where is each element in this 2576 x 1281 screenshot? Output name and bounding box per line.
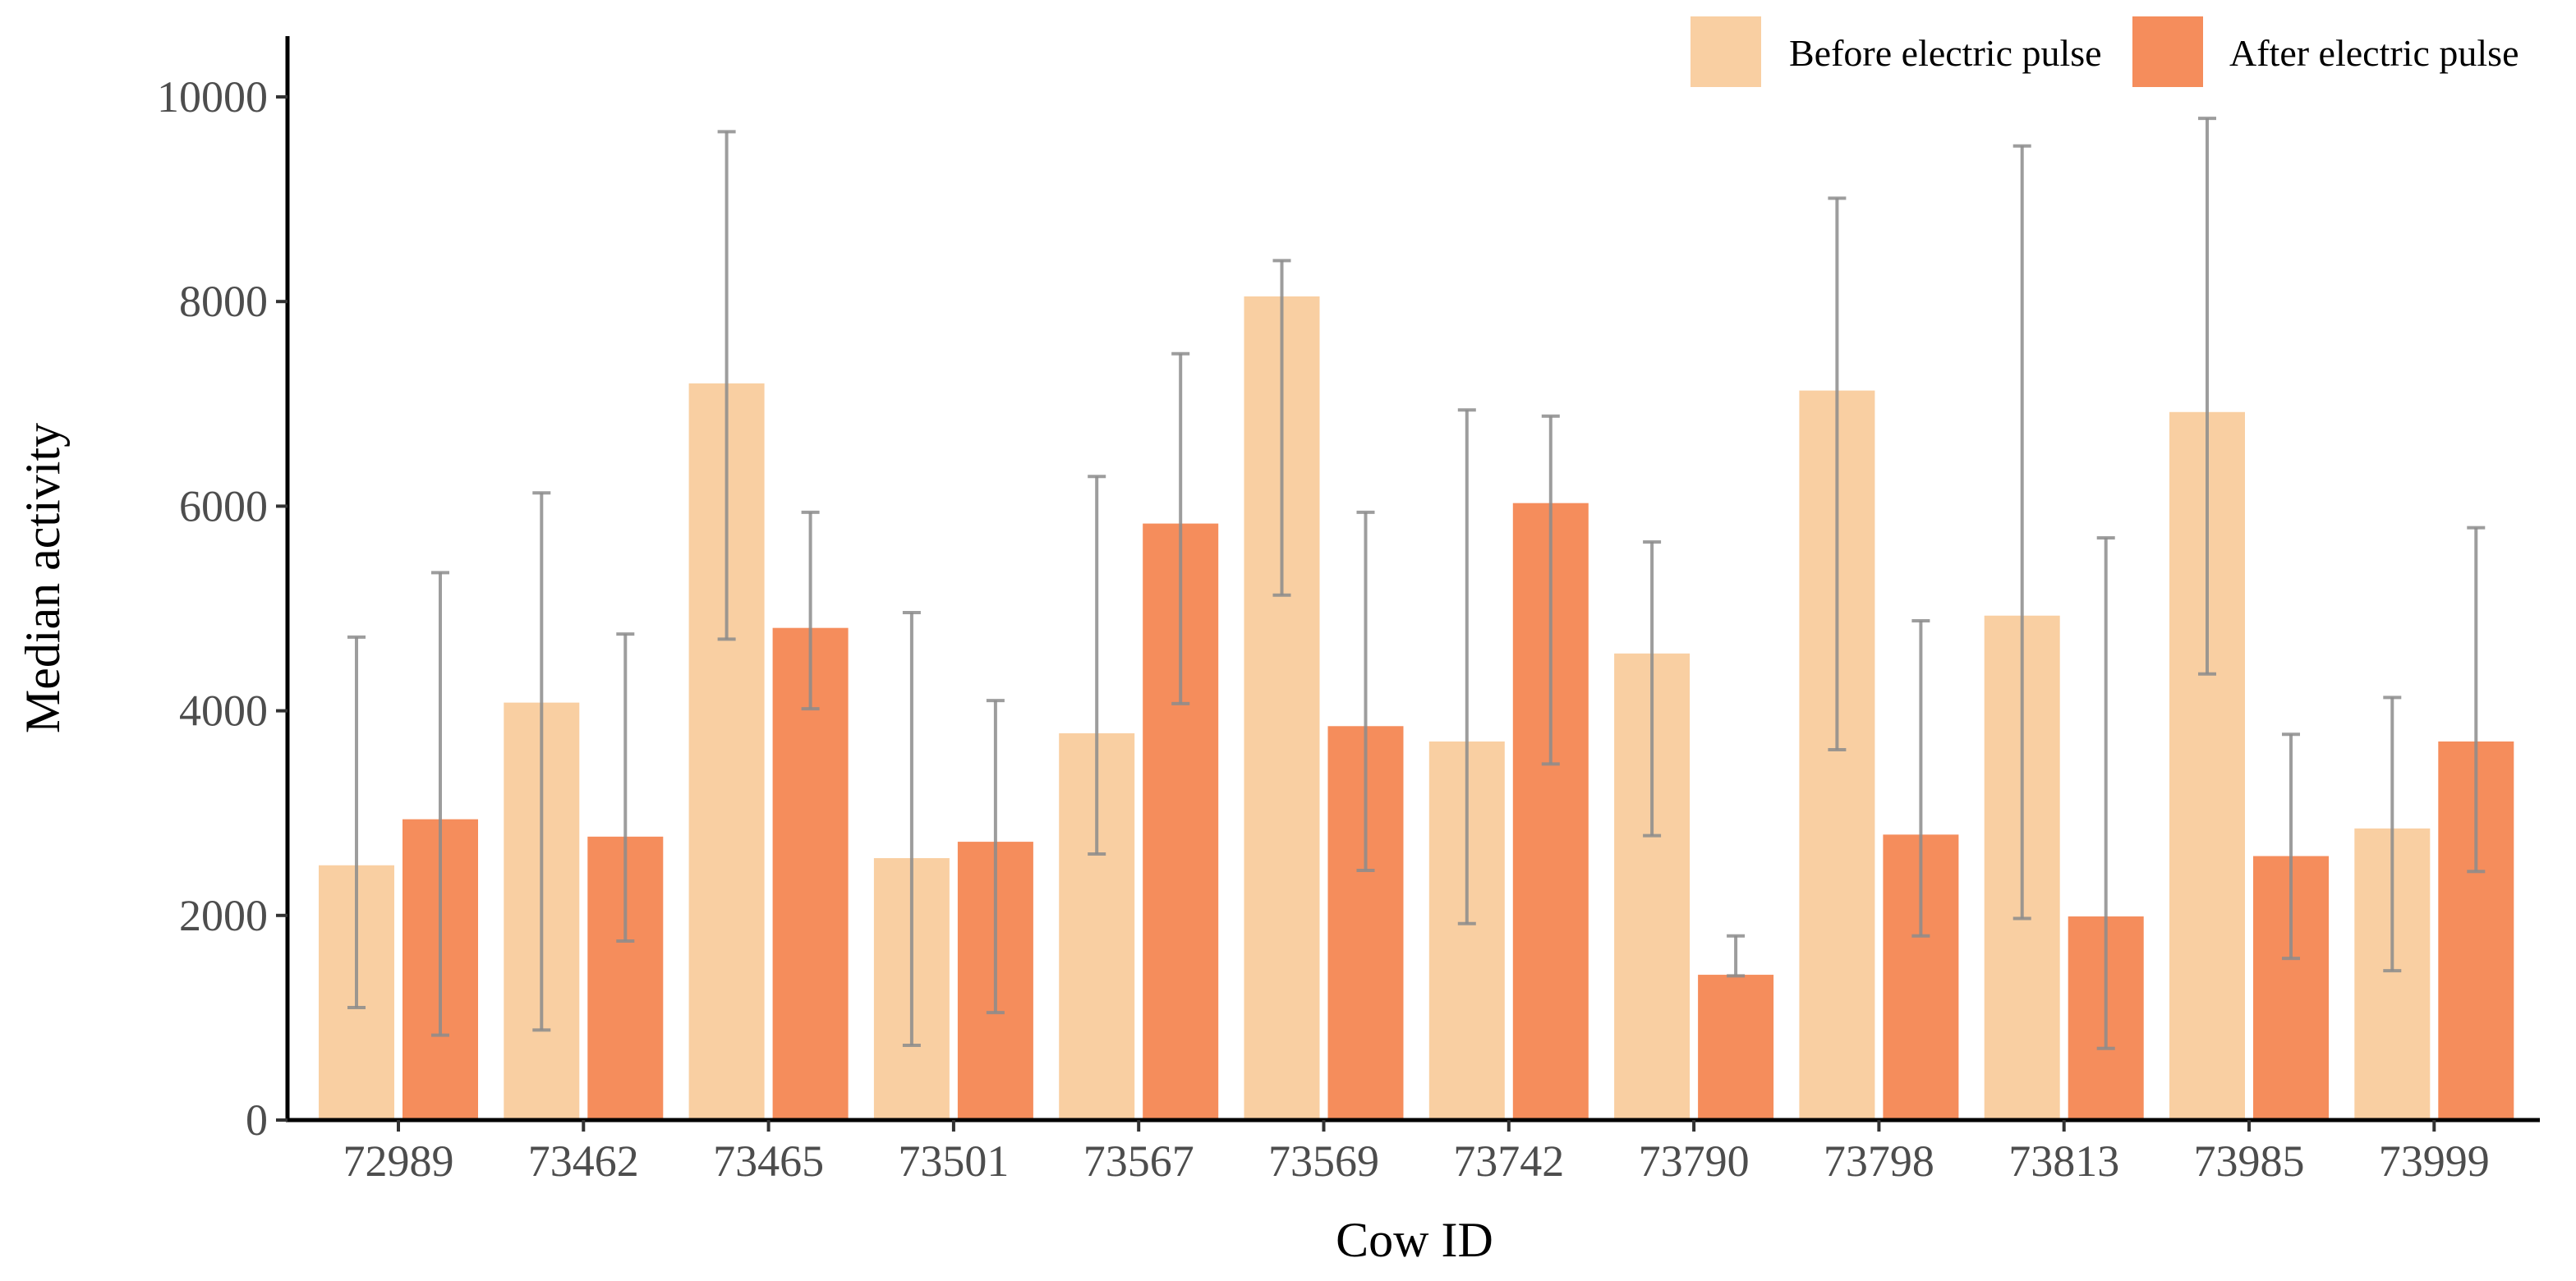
legend: Before electric pulse After electric puls… bbox=[1690, 16, 2518, 87]
x-tick-label: 73501 bbox=[898, 1136, 1009, 1186]
x-tick-label: 72989 bbox=[343, 1136, 454, 1186]
y-tick-label: 10000 bbox=[157, 72, 268, 122]
legend-swatch bbox=[1690, 16, 1761, 87]
y-axis-ticks: 0 2000 4000 6000 8000 10000 bbox=[157, 72, 288, 1145]
x-tick-label: 73567 bbox=[1083, 1136, 1194, 1186]
x-tick-label: 73790 bbox=[1639, 1136, 1750, 1186]
x-tick-label: 73813 bbox=[2008, 1136, 2119, 1186]
y-tick-label: 6000 bbox=[179, 481, 268, 530]
bars-layer bbox=[319, 296, 2514, 1121]
legend-label: Before electric pulse bbox=[1789, 32, 2102, 74]
y-tick-label: 0 bbox=[246, 1095, 268, 1145]
x-tick-label: 73462 bbox=[528, 1136, 639, 1186]
y-tick-label: 4000 bbox=[179, 686, 268, 736]
x-axis-title: Cow ID bbox=[1336, 1213, 1493, 1267]
bar-after-73790 bbox=[1698, 975, 1774, 1120]
y-axis-title: Median activity bbox=[16, 423, 70, 733]
x-axis-ticks: 72989 73462 73465 73501 73567 73569 73742 73790… bbox=[343, 1120, 2490, 1186]
x-tick-label: 73569 bbox=[1268, 1136, 1379, 1186]
y-tick-label: 2000 bbox=[179, 891, 268, 940]
x-tick-label: 73798 bbox=[1824, 1136, 1934, 1186]
x-tick-label: 73985 bbox=[2194, 1136, 2305, 1186]
x-tick-label: 73465 bbox=[713, 1136, 824, 1186]
legend-swatch bbox=[2132, 16, 2203, 87]
legend-label: After electric pulse bbox=[2229, 32, 2518, 74]
error-bars-layer bbox=[347, 117, 2486, 1050]
x-tick-label: 73999 bbox=[2379, 1136, 2490, 1186]
y-tick-label: 8000 bbox=[179, 277, 268, 326]
x-tick-label: 73742 bbox=[1453, 1136, 1564, 1186]
